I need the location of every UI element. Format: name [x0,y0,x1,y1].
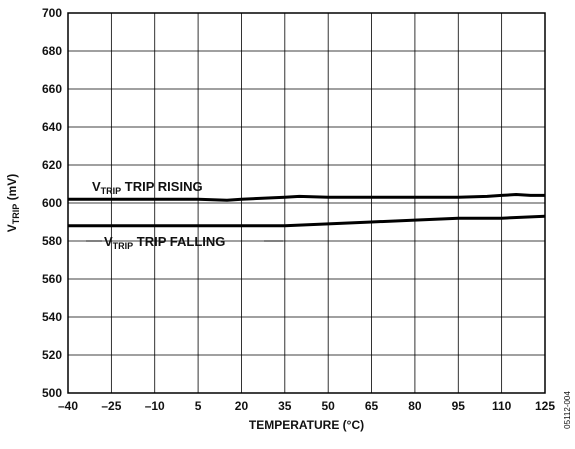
y-axis-title-prefix: V [5,224,19,232]
figure-id: 05112-004 [563,391,572,429]
y-tick-label: 680 [42,44,62,58]
x-tick-label: 35 [278,399,292,413]
x-tick-label: 80 [408,399,422,413]
x-tick-label: 95 [452,399,466,413]
y-tick-labels: 500 520 540 560 580 600 620 640 660 680 700 [42,6,62,400]
y-tick-label: 540 [42,310,62,324]
y-tick-label: 520 [42,348,62,362]
series-label-falling-sub: TRIP [113,241,134,251]
y-tick-label: 500 [42,386,62,400]
x-tick-labels: –40 –25 –10 5 20 35 50 65 80 95 110 125 [58,399,555,413]
series-lines [68,193,546,228]
y-tick-label: 600 [42,196,62,210]
y-axis-title-suffix: (mV) [5,174,19,204]
x-tick-label: 65 [365,399,379,413]
x-tick-label: –40 [58,399,78,413]
y-tick-label: 700 [42,6,62,20]
series-label-rising-prefix: V [92,179,101,194]
x-tick-label: 125 [535,399,555,413]
y-tick-label: 640 [42,120,62,134]
series-label-rising: VTRIP TRIP RISING [92,179,203,196]
y-axis-title: VTRIP (mV) [5,174,21,233]
series-label-rising-sub: TRIP [101,186,122,196]
plot-frame [67,12,546,394]
y-tick-label: 560 [42,272,62,286]
y-tick-label: 620 [42,158,62,172]
series-label-falling-prefix: V [104,234,113,249]
y-axis-title-sub: TRIP [11,204,21,225]
x-tick-label: 50 [322,399,336,413]
x-tick-label: –10 [145,399,165,413]
svg-text:VTRIP TRIP RISING: VTRIP TRIP RISING [92,179,203,196]
y-tick-label: 660 [42,82,62,96]
series-label-falling-suffix: TRIP FALLING [133,234,225,249]
y-tick-label: 580 [42,234,62,248]
x-tick-label: –25 [101,399,121,413]
series-line-rising [68,193,545,202]
x-axis-title: TEMPERATURE (°C) [249,418,364,432]
svg-text:VTRIP TRIP FALLING: VTRIP TRIP FALLING [104,234,225,251]
grid [67,12,546,394]
series-label-falling: VTRIP TRIP FALLING [86,234,283,251]
series-label-rising-suffix: TRIP RISING [121,179,202,194]
x-tick-label: 110 [492,399,512,413]
series-line-falling [68,214,546,228]
x-tick-label: 5 [195,399,202,413]
x-tick-label: 20 [235,399,249,413]
